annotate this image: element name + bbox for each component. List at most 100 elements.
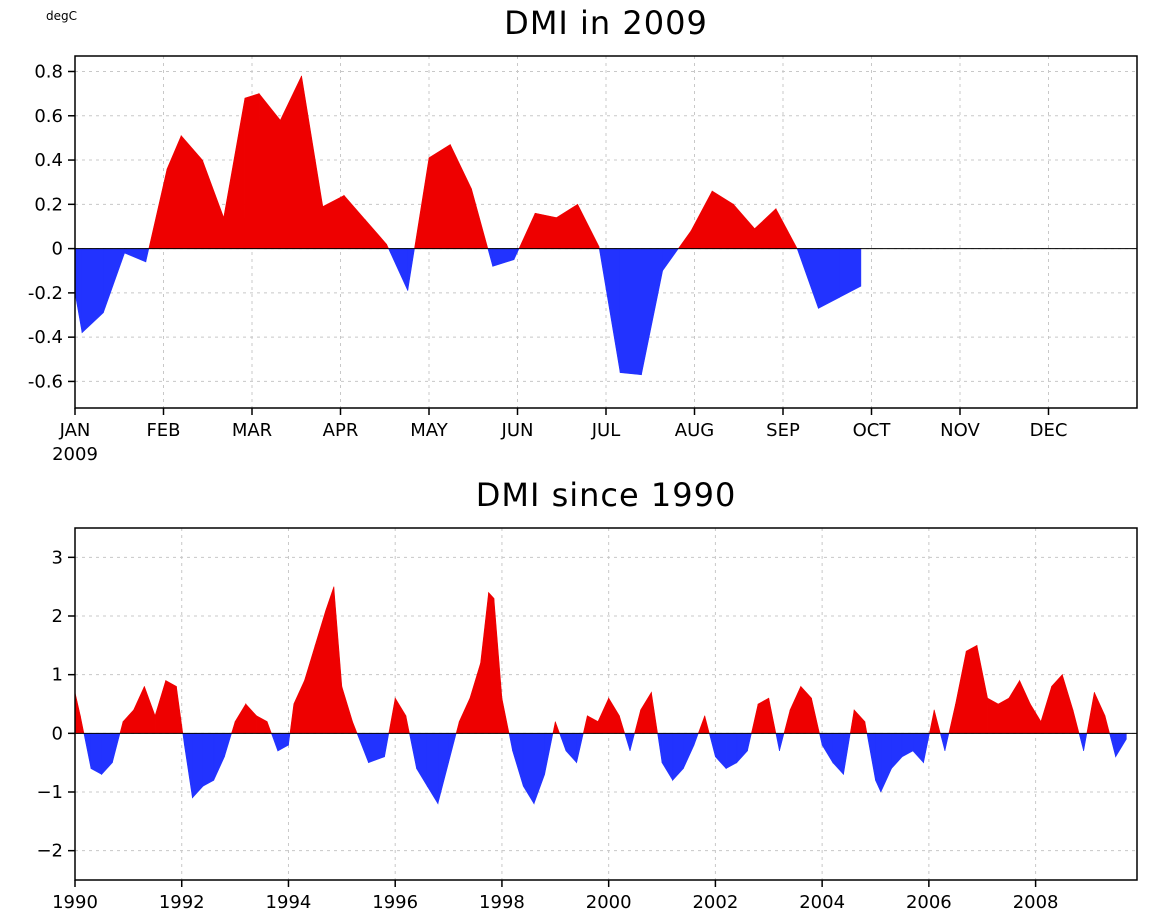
positive-segment [619,715,626,734]
positive-segment [987,697,999,734]
negative-segment [565,733,577,764]
negative-segment [912,733,924,764]
x-tick-label: NOV [940,420,980,441]
x-tick-label: 2008 [1013,892,1059,913]
x-tick-label: 1990 [52,892,98,913]
positive-segment [122,709,135,734]
positive-segment [1029,702,1042,734]
x-tick-label: 1994 [266,892,312,913]
positive-segment [405,715,410,734]
positive-segment [775,208,798,249]
positive-segment [176,686,184,734]
negative-segment [598,248,621,373]
positive-segment [976,645,988,734]
x-tick-label: JUL [591,420,621,441]
negative-segment [775,733,780,751]
positive-segment [1019,680,1031,734]
negative-segment [487,248,494,267]
positive-segment [582,715,588,734]
negative-segment [891,733,903,770]
positive-segment [341,686,353,734]
negative-segment [407,248,415,291]
positive-segment [933,709,941,734]
positive-segment [493,598,503,734]
x-tick-label: 1992 [159,892,205,913]
negative-segment [832,733,844,776]
positive-segment [768,698,777,734]
dmi-since-1990-chart: DMI since 1990 3 2 1 0 −1 −2 1990 1992 1994 1996… [36,476,1138,913]
x-tick-label: APR [323,420,359,441]
positive-segment [733,203,755,249]
negative-segment [683,733,695,769]
y-tick-label: 0 [52,723,63,744]
negative-segment [661,733,674,782]
negative-segment [880,733,892,793]
negative-segment [409,733,417,769]
negative-segment [356,733,369,763]
negative-segment [81,248,104,334]
positive-segment [266,721,272,734]
positive-segment [280,75,302,249]
positive-segment [849,709,855,734]
positive-segment [853,709,866,734]
positive-segment [1094,692,1106,734]
negative-segment [544,733,554,775]
positive-segment [577,204,600,249]
chart-title-2009: DMI in 2009 [504,4,708,42]
negative-segment [184,733,193,798]
negative-segment [839,248,862,298]
negative-segment [388,248,409,291]
x-tick-label: JAN [59,420,91,441]
negative-segment [725,733,738,770]
positive-segment [997,697,1010,734]
dmi-2009-series [74,75,862,376]
negative-segment [426,733,439,805]
positive-segment [634,709,641,734]
negative-segment [944,733,950,751]
negative-segment [101,733,113,776]
x-tick-label: 2002 [692,892,738,913]
y-tick-label: 1 [52,665,63,686]
negative-segment [843,733,851,775]
positive-segment [458,698,471,734]
positive-segment [471,188,489,249]
x-tick-label: 2004 [799,892,845,913]
negative-segment [736,733,748,764]
negative-segment [1078,733,1084,752]
negative-segment [559,733,567,752]
y-tick-label: 0.2 [34,194,63,215]
positive-segment [518,213,536,249]
positive-segment [245,703,257,734]
y-ticks-since-1990: 3 2 1 0 −1 −2 [36,547,75,862]
positive-segment [757,697,770,734]
positive-segment [394,697,407,734]
negative-segment [522,733,535,805]
positive-segment [1051,673,1063,734]
negative-segment [103,248,125,313]
x-ticks-since-1990: 1990 1992 1994 1996 1998 2000 2002 2004 2006 2008 [52,880,1059,913]
y-tick-label: 0.4 [34,150,63,171]
negative-segment [1109,733,1116,757]
positive-segment [555,721,560,734]
positive-segment [119,721,124,734]
positive-segment [955,651,967,734]
negative-segment [145,248,150,262]
negative-segment [693,733,699,746]
positive-segment [587,715,599,734]
y-tick-label: -0.2 [28,283,63,304]
positive-segment [325,586,335,734]
positive-segment [301,75,324,249]
x-tick-label: AUG [675,420,714,441]
y-ticks-2009: 0.8 0.6 0.4 0.2 0 -0.2 -0.4 -0.6 [28,61,75,392]
positive-segment [534,212,557,249]
x-tick-label: 2000 [586,892,632,913]
negative-segment [437,733,449,804]
positive-segment [455,721,460,734]
positive-segment [322,194,345,249]
positive-segment [231,721,236,734]
y-tick-label: −1 [36,782,63,803]
negative-segment [875,733,882,793]
negative-segment [74,248,83,333]
positive-segment [388,698,396,734]
positive-segment [800,685,812,734]
